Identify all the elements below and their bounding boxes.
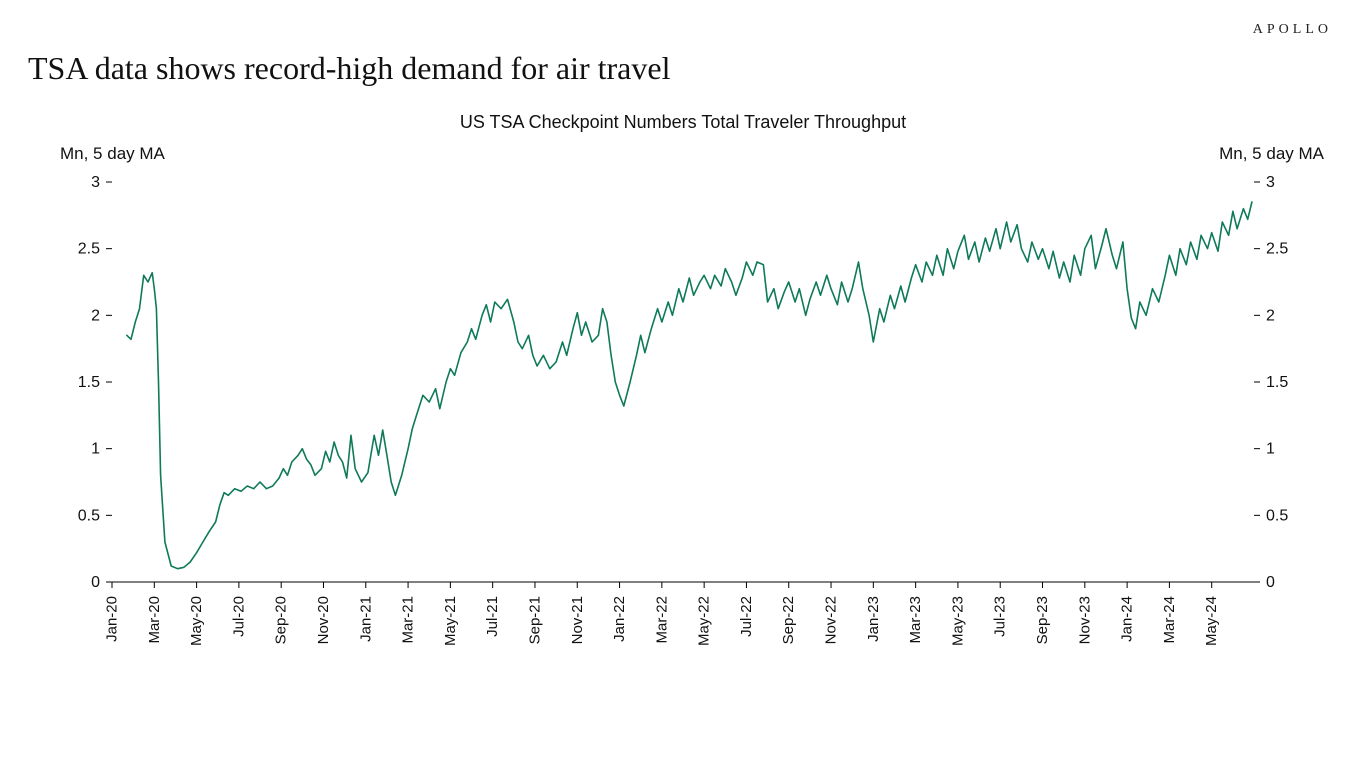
svg-text:Mar-23: Mar-23 [907,596,924,644]
svg-text:May-22: May-22 [696,596,713,646]
svg-text:2.5: 2.5 [1266,241,1288,258]
chart-subtitle: US TSA Checkpoint Numbers Total Traveler… [0,112,1366,133]
chart-headline: TSA data shows record-high demand for ai… [28,50,670,87]
brand-logo: APOLLO [1253,22,1332,38]
svg-text:May-24: May-24 [1203,596,1220,646]
svg-text:Jan-23: Jan-23 [865,596,882,642]
svg-text:Jan-21: Jan-21 [357,596,374,642]
y-axis-label-left: Mn, 5 day MA [60,144,165,164]
svg-text:May-21: May-21 [442,596,459,646]
svg-text:1.5: 1.5 [1266,374,1288,391]
page-root: APOLLO TSA data shows record-high demand… [0,0,1366,768]
svg-text:Jul-23: Jul-23 [992,596,1009,637]
svg-text:1: 1 [91,441,100,458]
svg-text:Sep-23: Sep-23 [1034,596,1051,644]
svg-text:Jan-20: Jan-20 [104,596,121,642]
svg-text:2: 2 [91,307,100,324]
svg-text:0: 0 [1266,574,1275,591]
svg-text:0.5: 0.5 [1266,507,1288,524]
svg-text:1.5: 1.5 [78,374,100,391]
svg-text:Nov-22: Nov-22 [823,596,840,644]
chart-svg: 0 0 0.5 0.5 1 1 1.5 1.5 2 2 2.5 2.5 3 3 Jan-20 Mar-20 Ma… [60,170,1306,710]
svg-text:Mar-22: Mar-22 [653,596,670,644]
svg-text:May-23: May-23 [949,596,966,646]
svg-text:Jan-22: Jan-22 [611,596,628,642]
svg-text:Jul-21: Jul-21 [484,596,501,637]
svg-text:3: 3 [1266,174,1275,191]
svg-text:Jul-20: Jul-20 [230,596,247,637]
svg-text:May-20: May-20 [188,596,205,646]
svg-text:Sep-22: Sep-22 [780,596,797,644]
svg-text:1: 1 [1266,441,1275,458]
svg-text:Mar-24: Mar-24 [1161,596,1178,644]
svg-text:Nov-21: Nov-21 [569,596,586,644]
svg-text:Nov-20: Nov-20 [315,596,332,644]
svg-text:Jul-22: Jul-22 [738,596,755,637]
y-axis-label-right: Mn, 5 day MA [1219,144,1324,164]
svg-text:Jan-24: Jan-24 [1119,596,1136,642]
svg-text:Sep-20: Sep-20 [273,596,290,644]
svg-text:3: 3 [91,174,100,191]
svg-text:Sep-21: Sep-21 [526,596,543,644]
svg-text:Mar-20: Mar-20 [146,596,163,644]
svg-text:0: 0 [91,574,100,591]
svg-text:2: 2 [1266,307,1275,324]
svg-text:Mar-21: Mar-21 [400,596,417,644]
chart-area: 0 0 0.5 0.5 1 1 1.5 1.5 2 2 2.5 2.5 3 3 Jan-20 Mar-20 Ma… [60,170,1306,710]
svg-text:2.5: 2.5 [78,241,100,258]
svg-text:Nov-23: Nov-23 [1076,596,1093,644]
svg-text:0.5: 0.5 [78,507,100,524]
